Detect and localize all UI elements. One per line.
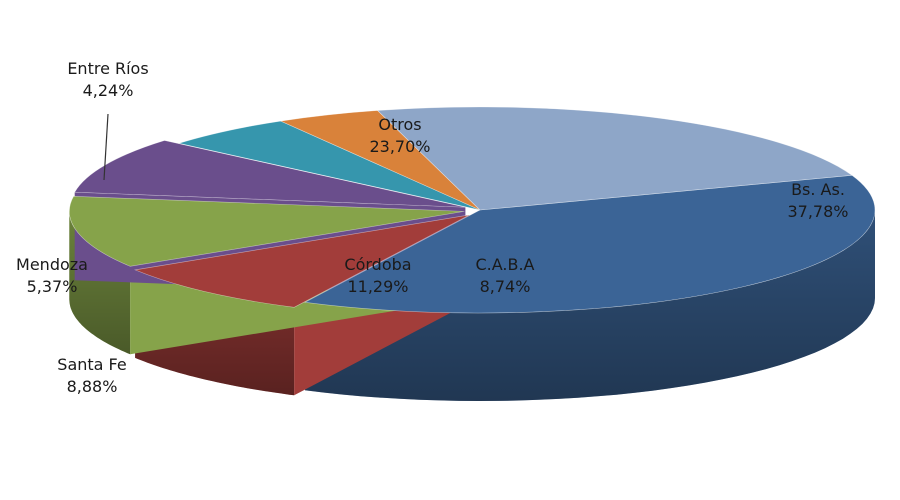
label-value-cordoba: 11,29% xyxy=(347,277,408,296)
pie-slice-cordoba xyxy=(69,195,465,267)
label-otros: Otros 23,70% xyxy=(369,115,430,156)
pie-slice-bs-as xyxy=(303,174,876,314)
label-value-bs-as: 37,78% xyxy=(787,202,848,221)
pie-slice-santa-fe xyxy=(74,140,466,208)
label-entre-rios: Entre Ríos 4,24% xyxy=(67,59,148,100)
label-name-entre-rios: Entre Ríos xyxy=(67,59,148,78)
label-bs-as: Bs. As. 37,78% xyxy=(787,180,848,221)
label-value-c-a-b-a: 8,74% xyxy=(480,277,531,296)
pie-slice-c-a-b-a xyxy=(134,214,470,308)
label-cordoba: Córdoba 11,29% xyxy=(344,255,411,296)
pie-slice-otros xyxy=(376,106,853,211)
label-value-santa-fe: 8,88% xyxy=(67,377,118,396)
label-value-otros: 23,70% xyxy=(369,137,430,156)
label-name-bs-as: Bs. As. xyxy=(791,180,845,199)
label-c-a-b-a: C.A.B.A 8,74% xyxy=(475,255,534,296)
leader-line-entre-rios xyxy=(103,113,109,181)
label-santa-fe: Santa Fe 8,88% xyxy=(57,355,126,396)
label-mendoza: Mendoza 5,37% xyxy=(16,255,88,296)
label-name-otros: Otros xyxy=(378,115,421,134)
label-name-cordoba: Córdoba xyxy=(344,255,411,274)
label-value-mendoza: 5,37% xyxy=(27,277,78,296)
label-name-c-a-b-a: C.A.B.A xyxy=(475,255,534,274)
label-value-entre-rios: 4,24% xyxy=(83,81,134,100)
label-name-mendoza: Mendoza xyxy=(16,255,88,274)
pie-slice-mendoza xyxy=(177,120,481,211)
label-name-santa-fe: Santa Fe xyxy=(57,355,126,374)
pie-side-shade-bs-as xyxy=(304,210,875,401)
